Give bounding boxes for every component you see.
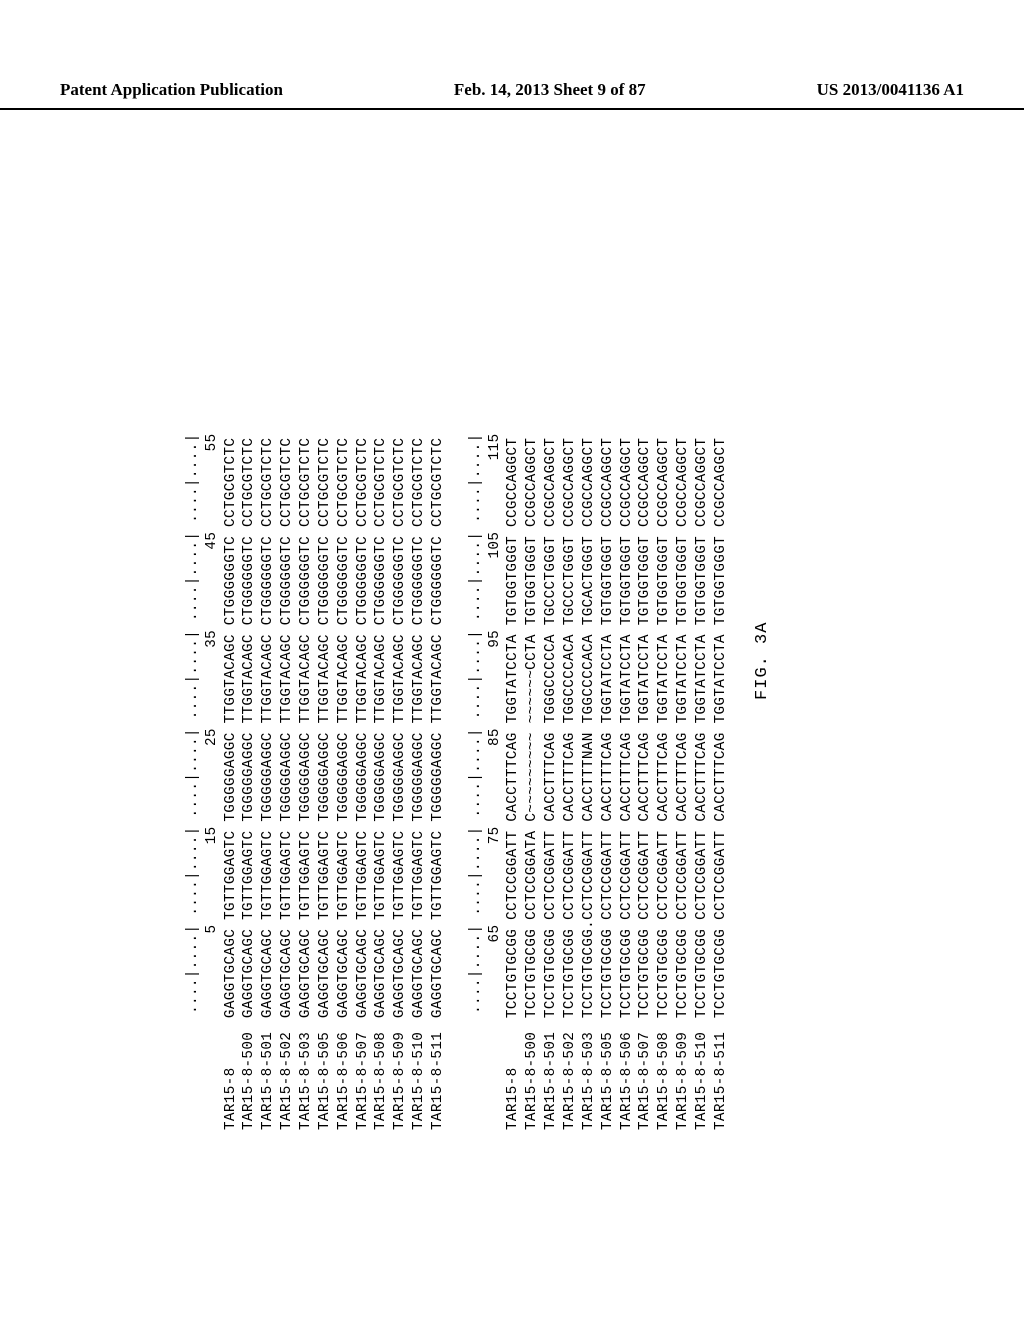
seq-text: TCCTGTGCGG CCTCCGGATT CACCTTTCAG TGGTATC… [619,438,635,1018]
block1-row: TAR15-8-503 GAGGTGCAGC TGTTGGAGTC TGGGGG… [298,438,314,1130]
seq-label: TAR15-8-509 [674,1027,693,1130]
block2-row: TAR15-8-507 TCCTGTGCGG CCTCCGGATT CACCTT… [637,438,653,1130]
seq-text: GAGGTGCAGC TGTTGGAGTC TGGGGGAGGC TTGGTAC… [317,438,333,1018]
seq-text: GAGGTGCAGC TGTTGGAGTC TGGGGGAGGC TTGGTAC… [223,438,239,1018]
seq-text: GAGGTGCAGC TGTTGGAGTC TGGGGGAGGC TTGGTAC… [241,438,257,1018]
ruler2-nums: 65 75 85 95 105 115 [487,433,503,1130]
block2-row: TAR15-8 TCCTGTGCGG CCTCCGGATT CACCTTTCAG… [505,438,521,1130]
block2-row: TAR15-8-508 TCCTGTGCGG CCTCCGGATT CACCTT… [656,438,672,1130]
block2-row: TAR15-8-503 TCCTGTGCGG.CCTCCGGATT CACCTT… [581,438,597,1130]
seq-label: TAR15-8-506 [335,1027,354,1130]
page: Patent Application Publication Feb. 14, … [0,0,1024,1320]
seq-label: TAR15-8-503 [297,1027,316,1130]
block2-row: TAR15-8-511 TCCTGTGCGG CCTCCGGATT CACCTT… [713,438,729,1130]
ruler1-nums: 5 15 25 35 45 55 [204,433,220,1130]
seq-label: TAR15-8-501 [259,1027,278,1130]
seq-text: TCCTGTGCGG CCTCCGGATT CACCTTTCAG TGGTATC… [713,438,729,1018]
seq-text: GAGGTGCAGC TGTTGGAGTC TGGGGGAGGC TTGGTAC… [392,438,408,1018]
seq-label: TAR15-8-508 [372,1027,391,1130]
seq-label: TAR15-8-505 [599,1027,618,1130]
seq-text: GAGGTGCAGC TGTTGGAGTC TGGGGGAGGC TTGGTAC… [430,438,446,1018]
block1-row: TAR15-8 GAGGTGCAGC TGTTGGAGTC TGGGGGAGGC… [223,438,239,1130]
seq-text: TCCTGTGCGG CCTCCGGATT CACCTTTCAG TGGTATC… [675,438,691,1018]
seq-text: GAGGTGCAGC TGTTGGAGTC TGGGGGAGGC TTGGTAC… [298,438,314,1018]
block1-row: TAR15-8-502 GAGGTGCAGC TGTTGGAGTC TGGGGG… [279,438,295,1130]
seq-text: TCCTGTGCGG CCTCCGGATT CACCTTTCAG TGGTATC… [637,438,653,1018]
seq-label: TAR15-8-500 [240,1027,259,1130]
block2-row: TAR15-8-506 TCCTGTGCGG CCTCCGGATT CACCTT… [619,438,635,1130]
seq-label: TAR15-8-505 [316,1027,335,1130]
block2-row: TAR15-8-505 TCCTGTGCGG CCTCCGGATT CACCTT… [600,438,616,1130]
seq-label: TAR15-8-511 [429,1027,448,1130]
sequence-alignment: ....|....| ....|....| ....|....| ....|..… [165,324,731,1130]
block1-row: TAR15-8-510 GAGGTGCAGC TGTTGGAGTC TGGGGG… [411,438,427,1130]
seq-text: GAGGTGCAGC TGTTGGAGTC TGGGGGAGGC TTGGTAC… [411,438,427,1018]
seq-label: TAR15-8-501 [542,1027,561,1130]
seq-label: TAR15-8-506 [618,1027,637,1130]
block1-row: TAR15-8-511 GAGGTGCAGC TGTTGGAGTC TGGGGG… [430,438,446,1130]
seq-label: TAR15-8-507 [354,1027,373,1130]
seq-text: TCCTGTGCGG CCTCCGGATA C~~~~~~~~~ ~~~~~~C… [524,438,540,1018]
header-left: Patent Application Publication [60,80,283,100]
block2-row: TAR15-8-510 TCCTGTGCGG CCTCCGGATT CACCTT… [694,438,710,1130]
rotated-figure-block: ....|....| ....|....| ....|....| ....|..… [165,324,772,1130]
seq-text: GAGGTGCAGC TGTTGGAGTC TGGGGGAGGC TTGGTAC… [336,438,352,1018]
ruler1-ticks: ....|....| ....|....| ....|....| ....|..… [185,433,201,1130]
seq-text: GAGGTGCAGC TGTTGGAGTC TGGGGGAGGC TTGGTAC… [373,438,389,1018]
seq-text: TCCTGTGCGG CCTCCGGATT CACCTTTCAG TGGTATC… [694,438,710,1018]
block1-row: TAR15-8-508 GAGGTGCAGC TGTTGGAGTC TGGGGG… [373,438,389,1130]
seq-text: TCCTGTGCGG CCTCCGGATT CACCTTTCAG TGGTATC… [600,438,616,1018]
page-header: Patent Application Publication Feb. 14, … [0,80,1024,110]
ruler2-ticks: ....|....| ....|....| ....|....| ....|..… [468,433,484,1130]
seq-text: GAGGTGCAGC TGTTGGAGTC TGGGGGAGGC TTGGTAC… [279,438,295,1018]
seq-text: TCCTGTGCGG CCTCCGGATT CACCTTTCAG TGGCCCC… [562,438,578,1018]
figure-caption: FIG. 3A [753,324,772,997]
block1-row: TAR15-8-507 GAGGTGCAGC TGTTGGAGTC TGGGGG… [355,438,371,1130]
block1-row: TAR15-8-505 GAGGTGCAGC TGTTGGAGTC TGGGGG… [317,438,333,1130]
seq-label: TAR15-8-500 [523,1027,542,1130]
seq-text: GAGGTGCAGC TGTTGGAGTC TGGGGGAGGC TTGGTAC… [355,438,371,1018]
seq-label: TAR15-8-510 [410,1027,429,1130]
seq-label: TAR15-8-508 [655,1027,674,1130]
header-center: Feb. 14, 2013 Sheet 9 of 87 [454,80,646,100]
block1-row: TAR15-8-501 GAGGTGCAGC TGTTGGAGTC TGGGGG… [260,438,276,1130]
seq-text: GAGGTGCAGC TGTTGGAGTC TGGGGGAGGC TTGGTAC… [260,438,276,1018]
seq-label: TAR15-8-502 [278,1027,297,1130]
block2-row: TAR15-8-500 TCCTGTGCGG CCTCCGGATA C~~~~~… [524,438,540,1130]
seq-label: TAR15-8 [504,1027,523,1130]
block1-row: TAR15-8-506 GAGGTGCAGC TGTTGGAGTC TGGGGG… [336,438,352,1130]
seq-text: TCCTGTGCGG CCTCCGGATT CACCTTTCAG TGGTATC… [656,438,672,1018]
block1-row: TAR15-8-509 GAGGTGCAGC TGTTGGAGTC TGGGGG… [392,438,408,1130]
seq-text: TCCTGTGCGG CCTCCGGATT CACCTTTCAG TGGGCCC… [543,438,559,1018]
seq-text: TCCTGTGCGG CCTCCGGATT CACCTTTCAG TGGTATC… [505,438,521,1018]
block2-row: TAR15-8-501 TCCTGTGCGG CCTCCGGATT CACCTT… [543,438,559,1130]
seq-label: TAR15-8 [222,1027,241,1130]
block2-row: TAR15-8-502 TCCTGTGCGG CCTCCGGATT CACCTT… [562,438,578,1130]
seq-label: TAR15-8-507 [636,1027,655,1130]
seq-label: TAR15-8-502 [561,1027,580,1130]
block2-row: TAR15-8-509 TCCTGTGCGG CCTCCGGATT CACCTT… [675,438,691,1130]
seq-label: TAR15-8-511 [712,1027,731,1130]
seq-label: TAR15-8-510 [693,1027,712,1130]
seq-text: TCCTGTGCGG.CCTCCGGATT CACCTTTNAN TGGCCCC… [581,438,597,1018]
block1-row: TAR15-8-500 GAGGTGCAGC TGTTGGAGTC TGGGGG… [241,438,257,1130]
seq-label: TAR15-8-509 [391,1027,410,1130]
seq-label: TAR15-8-503 [580,1027,599,1130]
header-right: US 2013/0041136 A1 [817,80,964,100]
